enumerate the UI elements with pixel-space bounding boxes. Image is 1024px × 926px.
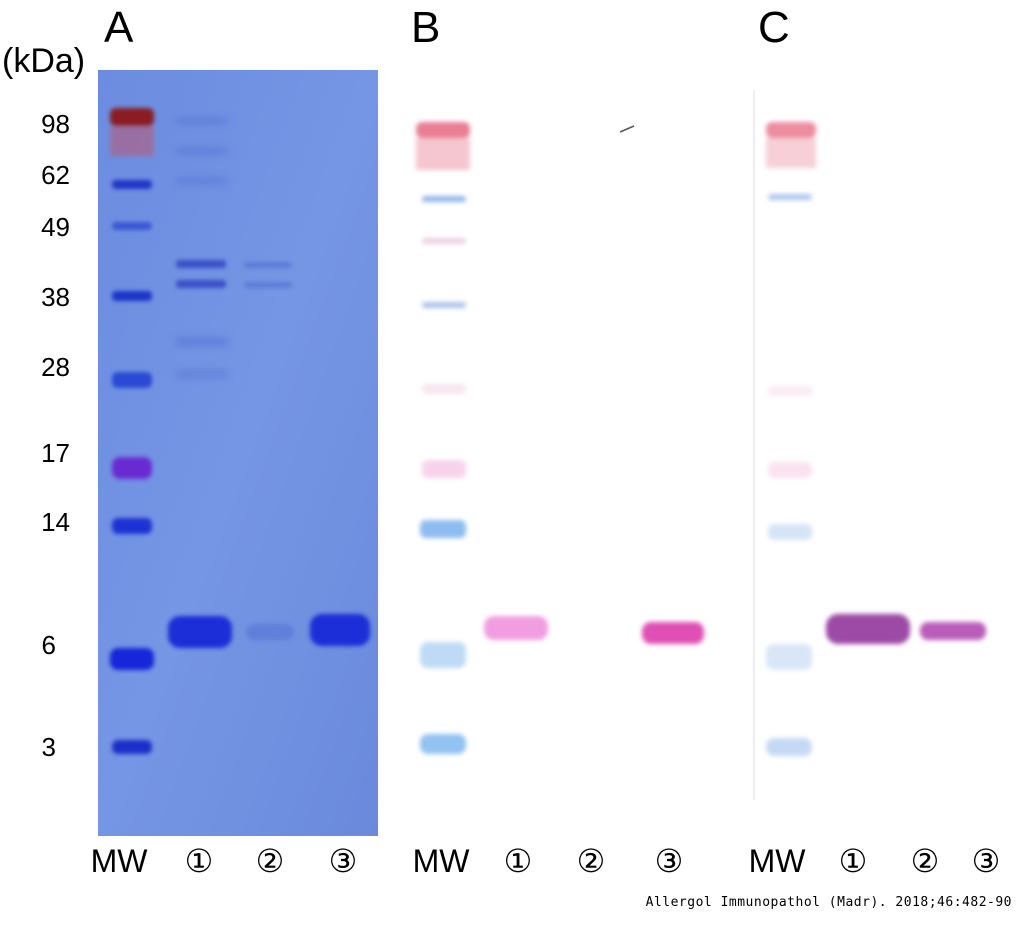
panel-b-lane-2: ②: [576, 843, 606, 879]
panel-b-lane-1: ①: [503, 843, 533, 879]
panel-b-letter: B: [411, 3, 441, 52]
panel-a-lane-3: ③: [328, 843, 358, 879]
panel-c-letter: C: [758, 3, 790, 52]
mw-marker-62: 62: [41, 160, 70, 190]
panel-c-lane-2: ②: [910, 843, 940, 879]
journal-citation: Allergol Immunopathol (Madr). 2018;46:48…: [645, 895, 1012, 910]
panel-c-lane-1: ①: [838, 843, 868, 879]
panel-b-blot-image: [408, 70, 728, 836]
panel-b-lane-3: ③: [654, 843, 684, 879]
panel-c-lane-mw: MW: [748, 843, 806, 879]
mw-marker-98: 98: [41, 109, 70, 139]
panel-a-lane-mw: MW: [90, 843, 148, 879]
mw-marker-49: 49: [41, 212, 70, 242]
panel-a-gel-image: [98, 70, 378, 836]
panel-b-lane-mw: MW: [412, 843, 470, 879]
mw-marker-6: 6: [41, 630, 56, 660]
mw-marker-3: 3: [41, 732, 56, 762]
panel-a-letter: A: [104, 3, 134, 52]
panel-a-lane-2: ②: [255, 843, 285, 879]
panel-a-lane-1: ①: [184, 843, 214, 879]
mw-marker-28: 28: [41, 352, 70, 382]
mw-marker-38: 38: [41, 282, 70, 312]
mw-marker-17: 17: [41, 438, 70, 468]
mw-marker-14: 14: [41, 507, 70, 537]
panel-c-lane-3: ③: [971, 843, 1001, 879]
panel-c-blot-image: [752, 70, 1024, 836]
kda-unit-label: (kDa): [2, 42, 86, 80]
